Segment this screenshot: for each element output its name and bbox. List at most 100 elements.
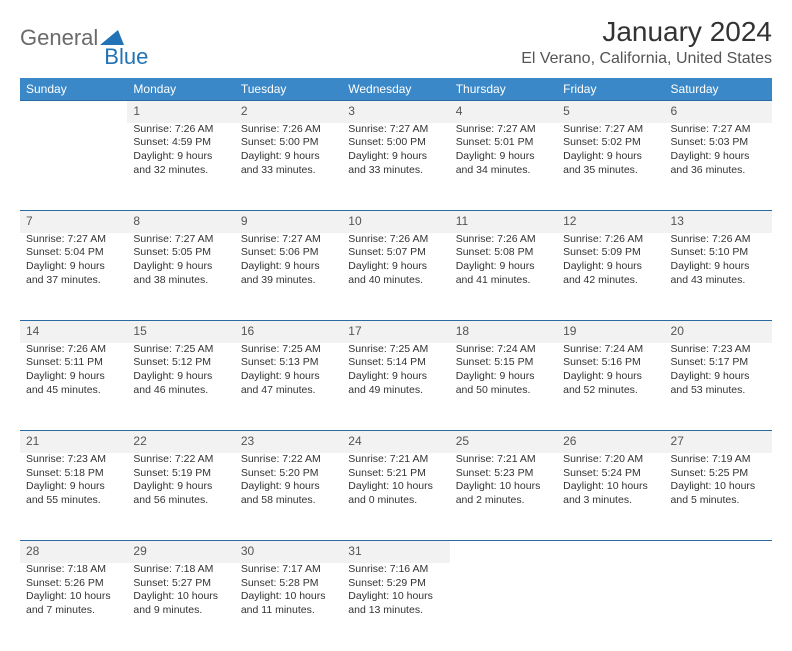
- sunrise-text: Sunrise: 7:27 AM: [26, 233, 121, 247]
- daylight-text: Daylight: 9 hours: [241, 480, 336, 494]
- daylight-text: and 2 minutes.: [456, 494, 551, 508]
- sunset-text: Sunset: 5:11 PM: [26, 356, 121, 370]
- sunset-text: Sunset: 5:17 PM: [671, 356, 766, 370]
- day-number: 1: [127, 101, 234, 123]
- daylight-text: Daylight: 9 hours: [671, 150, 766, 164]
- sunset-text: Sunset: 5:00 PM: [241, 136, 336, 150]
- daylight-text: and 33 minutes.: [348, 164, 443, 178]
- daylight-text: Daylight: 9 hours: [563, 150, 658, 164]
- daylight-text: and 35 minutes.: [563, 164, 658, 178]
- daylight-text: Daylight: 10 hours: [348, 480, 443, 494]
- day-cell: Sunrise: 7:17 AMSunset: 5:28 PMDaylight:…: [235, 563, 342, 651]
- sunrise-text: Sunrise: 7:19 AM: [671, 453, 766, 467]
- sunset-text: Sunset: 5:12 PM: [133, 356, 228, 370]
- day-number: 15: [127, 321, 234, 343]
- day-cell: Sunrise: 7:27 AMSunset: 5:04 PMDaylight:…: [20, 233, 127, 321]
- daylight-text: and 0 minutes.: [348, 494, 443, 508]
- week-row: Sunrise: 7:26 AMSunset: 5:11 PMDaylight:…: [20, 343, 772, 431]
- day-number: 25: [450, 431, 557, 453]
- day-cell: Sunrise: 7:21 AMSunset: 5:21 PMDaylight:…: [342, 453, 449, 541]
- day-cell: [557, 563, 664, 651]
- day-cell: Sunrise: 7:22 AMSunset: 5:19 PMDaylight:…: [127, 453, 234, 541]
- sunset-text: Sunset: 5:19 PM: [133, 467, 228, 481]
- sunrise-text: Sunrise: 7:27 AM: [671, 123, 766, 137]
- sunset-text: Sunset: 5:27 PM: [133, 577, 228, 591]
- daylight-text: and 39 minutes.: [241, 274, 336, 288]
- day-cell: Sunrise: 7:26 AMSunset: 5:11 PMDaylight:…: [20, 343, 127, 431]
- daylight-text: Daylight: 10 hours: [671, 480, 766, 494]
- day-cell: Sunrise: 7:22 AMSunset: 5:20 PMDaylight:…: [235, 453, 342, 541]
- day-number: 23: [235, 431, 342, 453]
- sunset-text: Sunset: 5:25 PM: [671, 467, 766, 481]
- sunrise-text: Sunrise: 7:27 AM: [348, 123, 443, 137]
- sunrise-text: Sunrise: 7:27 AM: [563, 123, 658, 137]
- daylight-text: Daylight: 9 hours: [348, 370, 443, 384]
- day-number: [20, 101, 127, 123]
- daylight-text: and 56 minutes.: [133, 494, 228, 508]
- sunrise-text: Sunrise: 7:27 AM: [456, 123, 551, 137]
- sunset-text: Sunset: 5:18 PM: [26, 467, 121, 481]
- daylight-text: Daylight: 9 hours: [133, 370, 228, 384]
- sunrise-text: Sunrise: 7:26 AM: [348, 233, 443, 247]
- week-row: Sunrise: 7:26 AMSunset: 4:59 PMDaylight:…: [20, 123, 772, 211]
- weekday-header: Thursday: [450, 78, 557, 101]
- daylight-text: Daylight: 9 hours: [456, 150, 551, 164]
- daylight-text: and 32 minutes.: [133, 164, 228, 178]
- day-number: [665, 541, 772, 563]
- sunset-text: Sunset: 5:21 PM: [348, 467, 443, 481]
- daylight-text: Daylight: 10 hours: [26, 590, 121, 604]
- week-row: Sunrise: 7:23 AMSunset: 5:18 PMDaylight:…: [20, 453, 772, 541]
- sunset-text: Sunset: 5:13 PM: [241, 356, 336, 370]
- day-number: 4: [450, 101, 557, 123]
- day-number: 19: [557, 321, 664, 343]
- sunrise-text: Sunrise: 7:25 AM: [348, 343, 443, 357]
- daylight-text: Daylight: 9 hours: [563, 260, 658, 274]
- day-number: 7: [20, 211, 127, 233]
- day-number: 13: [665, 211, 772, 233]
- daylight-text: Daylight: 9 hours: [133, 150, 228, 164]
- day-number: 2: [235, 101, 342, 123]
- sunset-text: Sunset: 4:59 PM: [133, 136, 228, 150]
- daylight-text: and 53 minutes.: [671, 384, 766, 398]
- sunset-text: Sunset: 5:00 PM: [348, 136, 443, 150]
- day-cell: Sunrise: 7:24 AMSunset: 5:16 PMDaylight:…: [557, 343, 664, 431]
- day-number: 24: [342, 431, 449, 453]
- daylight-text: and 36 minutes.: [671, 164, 766, 178]
- day-number: 9: [235, 211, 342, 233]
- sunset-text: Sunset: 5:20 PM: [241, 467, 336, 481]
- daylight-text: Daylight: 9 hours: [133, 260, 228, 274]
- daylight-text: Daylight: 9 hours: [671, 260, 766, 274]
- day-cell: Sunrise: 7:23 AMSunset: 5:18 PMDaylight:…: [20, 453, 127, 541]
- day-cell: Sunrise: 7:23 AMSunset: 5:17 PMDaylight:…: [665, 343, 772, 431]
- day-number: 21: [20, 431, 127, 453]
- day-number: 12: [557, 211, 664, 233]
- sunset-text: Sunset: 5:02 PM: [563, 136, 658, 150]
- daylight-text: and 33 minutes.: [241, 164, 336, 178]
- day-cell: Sunrise: 7:26 AMSunset: 5:08 PMDaylight:…: [450, 233, 557, 321]
- weekday-header: Monday: [127, 78, 234, 101]
- daylight-text: Daylight: 10 hours: [563, 480, 658, 494]
- sunset-text: Sunset: 5:04 PM: [26, 246, 121, 260]
- daylight-text: Daylight: 10 hours: [133, 590, 228, 604]
- weekday-header: Friday: [557, 78, 664, 101]
- day-number: 5: [557, 101, 664, 123]
- sunset-text: Sunset: 5:24 PM: [563, 467, 658, 481]
- sunrise-text: Sunrise: 7:25 AM: [241, 343, 336, 357]
- daylight-text: and 37 minutes.: [26, 274, 121, 288]
- day-number: 6: [665, 101, 772, 123]
- daylight-text: and 47 minutes.: [241, 384, 336, 398]
- sunrise-text: Sunrise: 7:24 AM: [456, 343, 551, 357]
- day-number: 11: [450, 211, 557, 233]
- day-number-row: 78910111213: [20, 211, 772, 233]
- daylight-text: and 34 minutes.: [456, 164, 551, 178]
- day-number: 3: [342, 101, 449, 123]
- day-cell: Sunrise: 7:18 AMSunset: 5:27 PMDaylight:…: [127, 563, 234, 651]
- day-number: 17: [342, 321, 449, 343]
- day-cell: Sunrise: 7:26 AMSunset: 4:59 PMDaylight:…: [127, 123, 234, 211]
- daylight-text: and 45 minutes.: [26, 384, 121, 398]
- sunrise-text: Sunrise: 7:27 AM: [133, 233, 228, 247]
- daylight-text: Daylight: 10 hours: [348, 590, 443, 604]
- daylight-text: Daylight: 9 hours: [456, 260, 551, 274]
- day-cell: Sunrise: 7:16 AMSunset: 5:29 PMDaylight:…: [342, 563, 449, 651]
- day-cell: Sunrise: 7:19 AMSunset: 5:25 PMDaylight:…: [665, 453, 772, 541]
